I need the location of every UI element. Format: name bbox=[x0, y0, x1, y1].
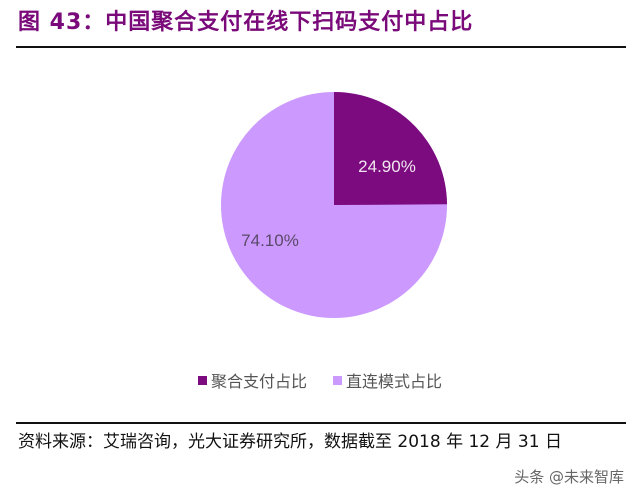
pie-slice-aggregate bbox=[334, 92, 447, 205]
legend-label-aggregate: 聚合支付占比 bbox=[210, 372, 307, 391]
chart-title: 图 43：中国聚合支付在线下扫码支付中占比 bbox=[18, 10, 474, 35]
source-divider bbox=[16, 422, 626, 424]
pie-chart: 24.90% 74.10% bbox=[221, 92, 447, 318]
slice-label-direct: 74.10% bbox=[241, 231, 299, 250]
legend-swatch-direct bbox=[333, 375, 342, 385]
legend-item-aggregate: 聚合支付占比 bbox=[197, 368, 307, 392]
chart-legend: 聚合支付占比 直连模式占比 bbox=[0, 368, 640, 392]
legend-label-direct: 直连模式占比 bbox=[346, 372, 443, 391]
legend-swatch-aggregate bbox=[197, 375, 207, 385]
title-divider bbox=[16, 46, 626, 48]
slice-label-aggregate: 24.90% bbox=[358, 157, 416, 176]
legend-item-direct: 直连模式占比 bbox=[333, 368, 442, 392]
watermark: 头条 @未来智库 bbox=[514, 468, 624, 486]
source-note: 资料来源：艾瑞咨询，光大证券研究所，数据截至 2018 年 12 月 31 日 bbox=[18, 432, 562, 452]
